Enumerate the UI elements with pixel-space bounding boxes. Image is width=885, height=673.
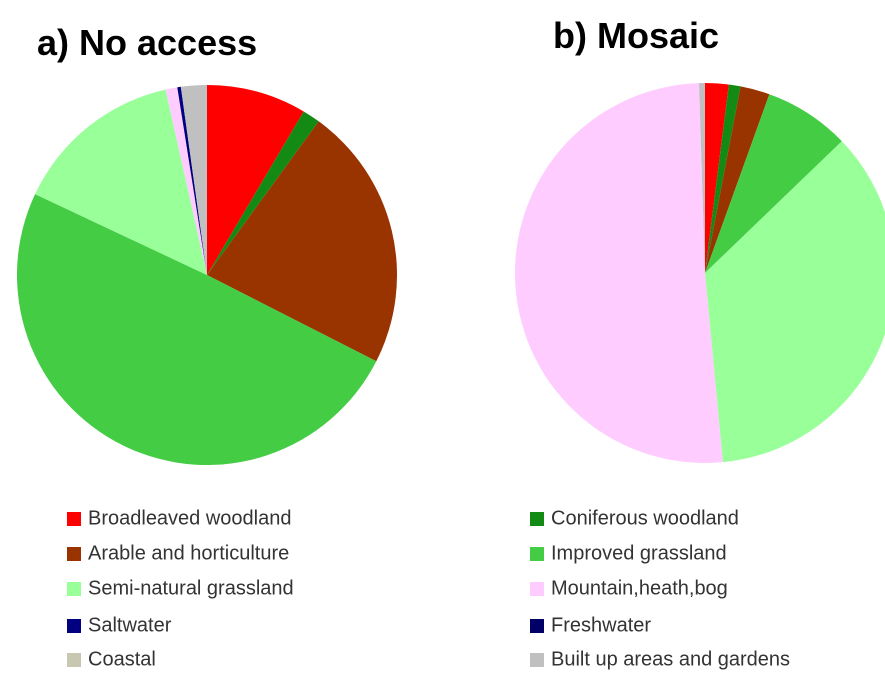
- pie-slice: [705, 84, 741, 274]
- pie-slice: [180, 85, 207, 275]
- pie-slice: [207, 121, 398, 362]
- pie-slice: [699, 83, 705, 273]
- legend-swatch: [67, 582, 81, 596]
- legend-label: Saltwater: [88, 614, 172, 636]
- legend-label: Built up areas and gardens: [551, 648, 790, 670]
- legend-label: Freshwater: [551, 614, 651, 636]
- pie-slice: [207, 85, 304, 275]
- legend-label: Arable and horticulture: [88, 542, 289, 564]
- legend-swatch: [530, 512, 544, 526]
- pie-slice: [705, 86, 770, 274]
- pie-slice: [705, 141, 885, 463]
- legend-label: Mountain,heath,bog: [551, 577, 728, 599]
- legend-swatch: [530, 547, 544, 561]
- chart-title: a) No access: [37, 22, 257, 63]
- pie-slice: [699, 83, 705, 273]
- pie-slice: [16, 194, 377, 466]
- chart-title: b) Mosaic: [553, 15, 719, 56]
- legend-swatch: [67, 653, 81, 667]
- legend-swatch: [530, 619, 544, 633]
- legend-label: Coniferous woodland: [551, 507, 739, 529]
- pie-slice: [207, 111, 319, 275]
- pie-slice: [35, 89, 208, 276]
- pie-slice: [177, 86, 207, 275]
- legend-swatch: [67, 619, 81, 633]
- legend-label: Coastal: [88, 648, 156, 670]
- pie-slice: [514, 83, 723, 464]
- pie-slice: [165, 87, 207, 275]
- legend-label: Semi-natural grassland: [88, 577, 294, 599]
- legend-swatch: [530, 653, 544, 667]
- legend-swatch: [67, 547, 81, 561]
- pie-slice: [705, 83, 729, 273]
- pie-slice: [705, 94, 842, 273]
- legend-label: Broadleaved woodland: [88, 507, 292, 529]
- legend-swatch: [530, 582, 544, 596]
- legend-swatch: [67, 512, 81, 526]
- legend-label: Improved grassland: [551, 542, 727, 564]
